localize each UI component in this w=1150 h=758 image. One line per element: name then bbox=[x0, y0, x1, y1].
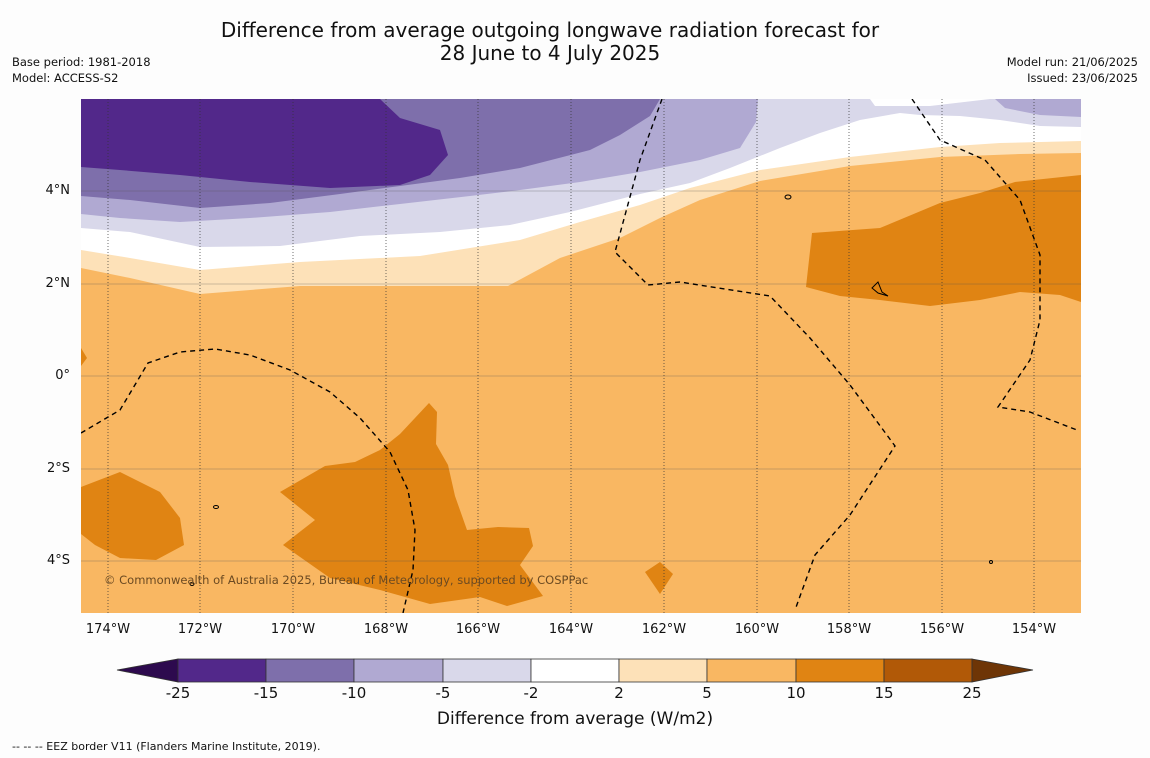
colorbar-cell bbox=[265, 658, 355, 683]
colorbar-title: Difference from average (W/m2) bbox=[436, 709, 714, 729]
model-run-text: Model run: 21/06/2025 bbox=[1006, 55, 1138, 69]
colorbar-tick: 5 bbox=[702, 684, 712, 702]
lon-label: 164°W bbox=[548, 622, 594, 637]
island-outline bbox=[989, 560, 993, 564]
colorbar-cell bbox=[883, 658, 973, 683]
anomaly-patch-10-15-east bbox=[806, 175, 1081, 306]
lon-label: 160°W bbox=[734, 622, 780, 637]
anomaly-band-minus25-minus15 bbox=[81, 99, 448, 188]
colorbar-tick: -15 bbox=[253, 684, 279, 702]
lon-label: 154°W bbox=[1011, 622, 1057, 637]
island-outline bbox=[784, 194, 792, 200]
issued-text: Issued: 23/06/2025 bbox=[1027, 71, 1138, 85]
lon-label: 158°W bbox=[826, 622, 872, 637]
colorbar-tick: -2 bbox=[523, 684, 539, 702]
copyright-text: © Commonwealth of Australia 2025, Bureau… bbox=[104, 573, 588, 587]
colorbar-cell bbox=[530, 658, 620, 683]
islands bbox=[189, 194, 993, 586]
colorbar-tick: 25 bbox=[962, 684, 982, 702]
eez-border-west bbox=[81, 348, 416, 613]
anomaly-patch-10-15-west bbox=[81, 472, 184, 560]
lon-label: 170°W bbox=[270, 622, 316, 637]
eez-legend-footer: -- -- -- EEZ border V11 (Flanders Marine… bbox=[12, 740, 321, 753]
colorbar-tick: -25 bbox=[165, 684, 191, 702]
colorbar bbox=[116, 658, 1034, 683]
lat-label: 4°S bbox=[46, 553, 70, 568]
meta-left: Base period: 1981-2018 Model: ACCESS-S2 bbox=[12, 54, 151, 86]
colorbar-tick: 15 bbox=[874, 684, 894, 702]
lon-label: 166°W bbox=[455, 622, 501, 637]
lat-label: 0° bbox=[55, 368, 70, 383]
base-period-text: Base period: 1981-2018 bbox=[12, 55, 151, 69]
anomaly-patch-minus10-minus5-ne bbox=[995, 99, 1081, 117]
island-outline bbox=[213, 505, 219, 509]
lat-label: 2°N bbox=[45, 276, 71, 291]
colorbar-cell bbox=[706, 658, 797, 683]
island-outline bbox=[871, 281, 889, 297]
colorbar-extend-low bbox=[116, 658, 179, 683]
map-area: © Commonwealth of Australia 2025, Bureau… bbox=[81, 99, 1081, 613]
colorbar-tick: 2 bbox=[614, 684, 624, 702]
colorbar-tick: -10 bbox=[341, 684, 367, 702]
anomaly-patch-10-15-small bbox=[645, 562, 673, 594]
anomaly-patch-10-15-edge bbox=[81, 348, 87, 366]
eez-border-east bbox=[911, 99, 1078, 431]
colorbar-cell bbox=[442, 658, 532, 683]
lon-label: 156°W bbox=[919, 622, 965, 637]
lat-label: 4°N bbox=[45, 183, 71, 198]
lat-label: 2°S bbox=[46, 461, 70, 476]
lon-label: 174°W bbox=[85, 622, 131, 637]
colorbar-cell bbox=[795, 658, 885, 683]
colorbar-cell bbox=[618, 658, 708, 683]
model-text: Model: ACCESS-S2 bbox=[12, 71, 119, 85]
map-title-line1: Difference from average outgoing longwav… bbox=[220, 18, 880, 42]
eez-border-central bbox=[614, 99, 896, 611]
colorbar-cell bbox=[353, 658, 444, 683]
anomaly-patch-10-15-central bbox=[280, 403, 543, 606]
island-outline bbox=[189, 582, 195, 586]
colorbar-extend-high bbox=[971, 658, 1034, 683]
graticule bbox=[81, 190, 1081, 562]
meta-right: Model run: 21/06/2025 Issued: 23/06/2025 bbox=[1007, 54, 1138, 86]
colorbar-cell bbox=[177, 658, 267, 683]
colorbar-tick: -5 bbox=[435, 684, 451, 702]
map-title-line2: 28 June to 4 July 2025 bbox=[439, 41, 661, 65]
lon-label: 162°W bbox=[641, 622, 687, 637]
lon-label: 172°W bbox=[177, 622, 223, 637]
colorbar-tick: 10 bbox=[786, 684, 806, 702]
eez-borders bbox=[81, 99, 1078, 613]
lon-label: 168°W bbox=[363, 622, 409, 637]
